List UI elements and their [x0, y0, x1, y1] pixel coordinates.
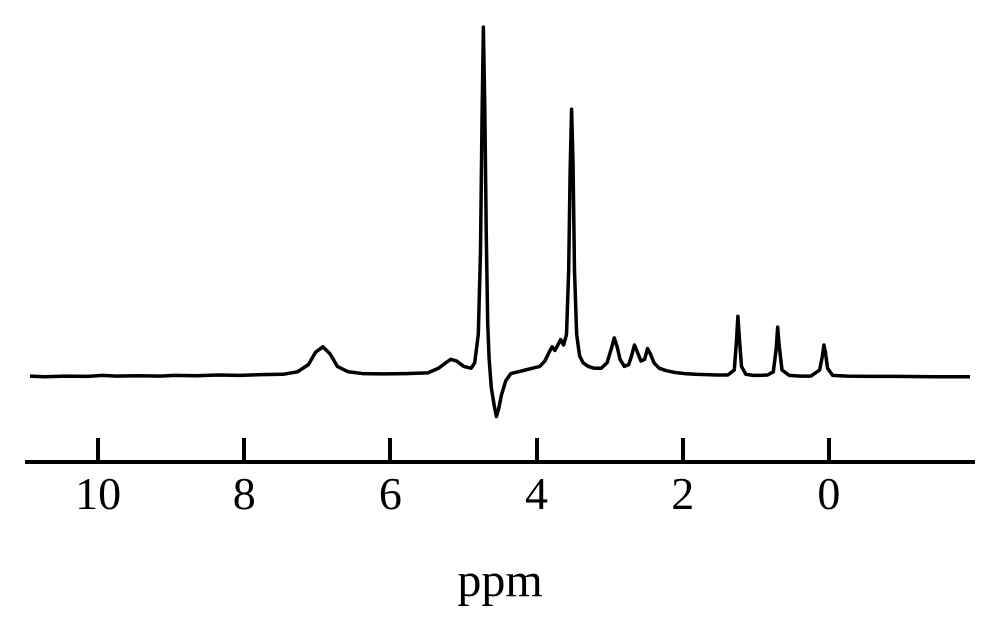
spectrum-plot-area — [30, 20, 970, 420]
nmr-chart: 10 8 6 4 2 0 ppm — [0, 0, 1000, 627]
x-tick — [388, 438, 392, 464]
x-tick — [681, 438, 685, 464]
x-tick — [535, 438, 539, 464]
x-tick — [242, 438, 246, 464]
x-tick — [827, 438, 831, 464]
x-tick-label: 4 — [525, 467, 548, 520]
x-tick-label: 2 — [671, 467, 694, 520]
x-tick — [96, 438, 100, 464]
x-tick-label: 6 — [379, 467, 402, 520]
x-axis-label: ppm — [457, 553, 542, 619]
x-tick-label: 8 — [233, 467, 256, 520]
x-axis: 10 8 6 4 2 0 — [25, 430, 975, 520]
spectrum-line — [30, 20, 970, 420]
x-tick-label: 0 — [817, 467, 840, 520]
x-axis-line — [25, 460, 975, 464]
x-tick-label: 10 — [75, 467, 121, 520]
